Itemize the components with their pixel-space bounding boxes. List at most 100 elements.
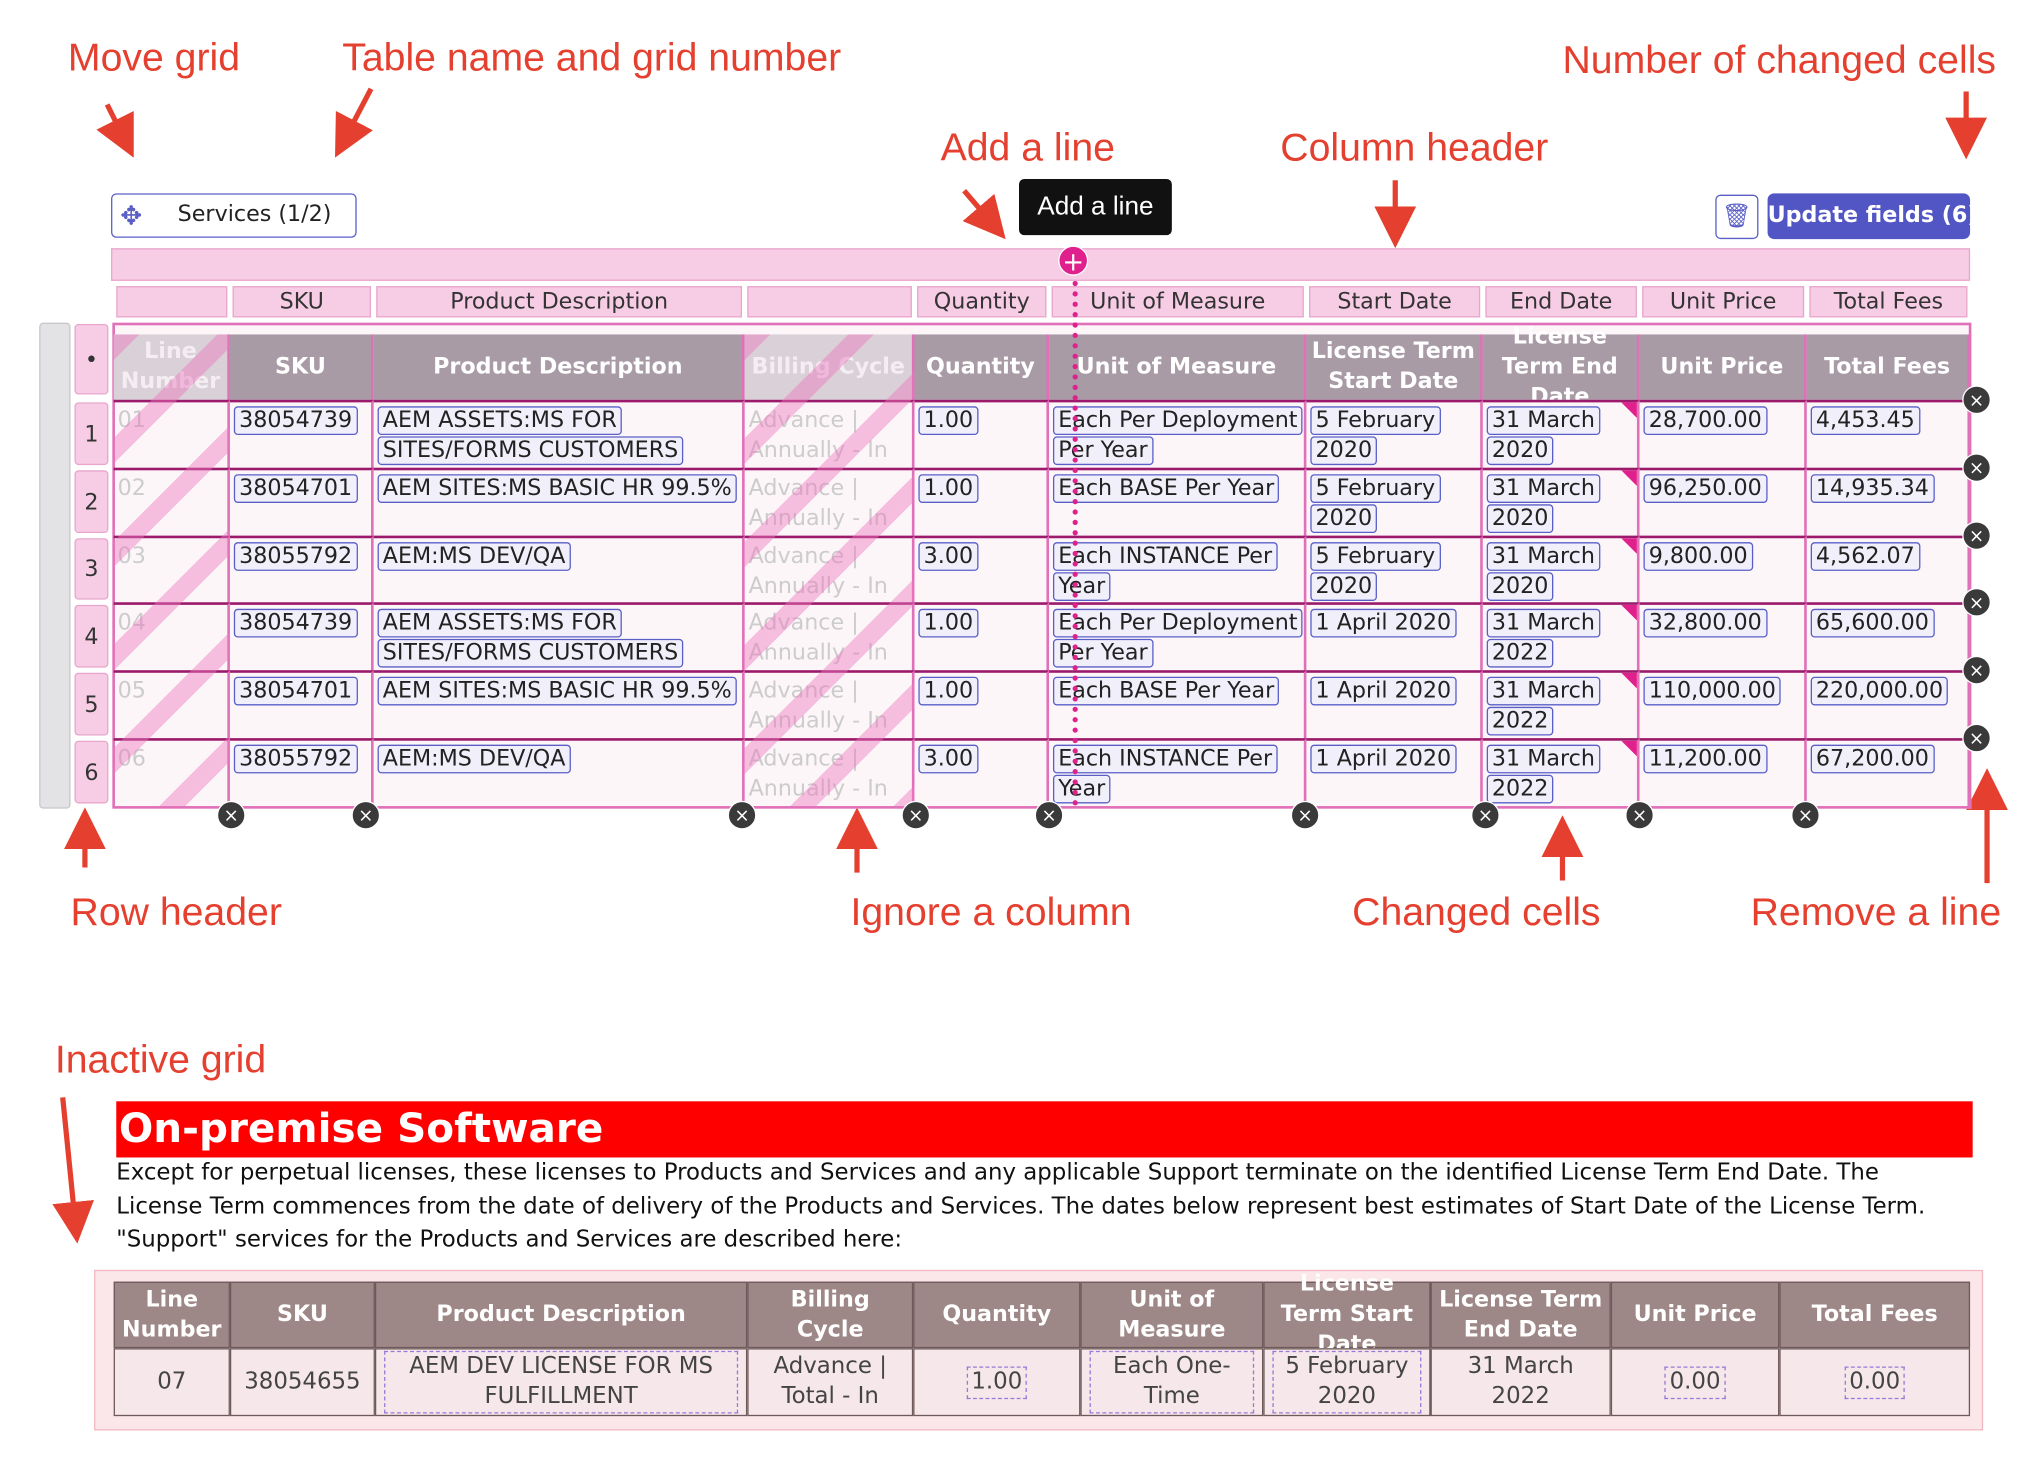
remove-column-button[interactable]: × <box>1471 800 1500 830</box>
table-cell: 9,800.00 <box>1639 535 1807 603</box>
column-header[interactable] <box>747 286 912 318</box>
table-cell: Each INSTANCE Per Year <box>1049 535 1307 603</box>
remove-line-button[interactable]: × <box>1962 723 1991 753</box>
column-header[interactable]: Total Fees <box>1809 286 1968 318</box>
table-cell: 1.00 <box>913 1348 1081 1417</box>
remove-column-button[interactable]: × <box>1034 800 1064 830</box>
remove-line-button[interactable]: × <box>1962 587 1991 617</box>
move-grid-button[interactable]: ✥ Services (1/2) <box>111 193 357 238</box>
annotation: Remove a line <box>1750 890 2002 935</box>
mapped-value: 96,250.00 <box>1643 474 1767 503</box>
table-cell: 07 <box>113 1348 230 1417</box>
column-header[interactable]: End Date <box>1485 286 1637 318</box>
table-cell: 38054701 <box>229 670 374 739</box>
table-cell: 5 February 2020 <box>1306 535 1483 603</box>
changed-cell-marker <box>1621 604 1637 621</box>
remove-column-button[interactable]: × <box>1791 800 1820 830</box>
remove-line-button[interactable]: × <box>1962 453 1991 483</box>
mapped-value: 220,000.00 <box>1810 676 1949 706</box>
mapped-value: 14,935.34 <box>1810 474 1935 503</box>
annotation: Row header <box>70 890 282 935</box>
table-header-cell: License Term End Date <box>1482 323 1640 410</box>
mapped-value: AEM SITES:MS BASIC HR 99.5% <box>377 676 737 706</box>
remove-line-button[interactable]: × <box>1962 521 1991 550</box>
table-cell: 38054739 <box>229 399 374 468</box>
mapped-value: AEM:MS DEV/QA <box>377 542 571 571</box>
table-header-cell: Product Description <box>374 1281 748 1349</box>
mapped-value: 3.00 <box>918 744 979 774</box>
mapped-value: 5 February 2020 <box>1310 474 1441 534</box>
table-cell: 31 March 2020 <box>1482 467 1640 536</box>
table-cell: Each One-Time <box>1080 1348 1264 1417</box>
add-line-bar[interactable] <box>111 248 1971 281</box>
row-header[interactable]: 4 <box>74 604 109 668</box>
table-cell: 96,250.00 <box>1639 467 1807 536</box>
table-cell: 31 March 2022 <box>1430 1348 1611 1417</box>
table-cell: 0.00 <box>1610 1348 1780 1417</box>
arrow <box>96 103 134 158</box>
mapped-value: 31 March 2022 <box>1486 676 1601 736</box>
table-cell: Advance | Annually - In <box>744 602 915 671</box>
mapped-value: 1 April 2020 <box>1310 744 1457 774</box>
table-cell: 5 February 2020 <box>1306 467 1483 536</box>
column-header[interactable]: Unit Price <box>1642 286 1805 318</box>
remove-column-button[interactable]: × <box>727 800 757 830</box>
grid-name: Services (1/2) <box>177 201 332 228</box>
row-header[interactable]: • <box>74 323 109 395</box>
table-cell: 110,000.00 <box>1639 670 1807 739</box>
table-header-cell: SKU <box>229 1281 375 1349</box>
table-cell: Advance | Annually - In <box>744 535 915 603</box>
table-cell: Each Per Deployment Per Year <box>1049 602 1307 671</box>
column-header[interactable]: Start Date <box>1309 286 1481 318</box>
remove-column-button[interactable]: × <box>216 800 246 830</box>
row-header[interactable]: 5 <box>74 672 109 736</box>
column-header[interactable]: Product Description <box>376 286 743 318</box>
remove-column-button[interactable]: × <box>1625 800 1654 830</box>
table-cell: 04 <box>113 602 230 671</box>
table-cell: 38054701 <box>229 467 374 536</box>
table-header-cell: Quantity <box>913 1281 1081 1349</box>
mapped-value: 38055792 <box>233 542 358 571</box>
table-cell: 4,453.45 <box>1806 399 1971 468</box>
column-header[interactable]: Unit of Measure <box>1051 286 1304 318</box>
table-cell: 0.00 <box>1779 1348 1971 1417</box>
table-cell: 1.00 <box>914 399 1050 468</box>
mapped-value: 5 February 2020 <box>1310 406 1441 466</box>
row-header[interactable]: 6 <box>74 740 109 804</box>
row-header[interactable]: 3 <box>74 538 109 600</box>
table-cell: 31 March 2020 <box>1482 535 1640 603</box>
column-header[interactable]: Quantity <box>917 286 1047 318</box>
table-cell: 32,800.00 <box>1639 602 1807 671</box>
table-header-cell: Quantity <box>914 334 1050 400</box>
remove-line-button[interactable]: × <box>1962 385 1991 415</box>
remove-column-button[interactable]: × <box>901 800 931 830</box>
table-header-cell: Total Fees <box>1806 334 1971 400</box>
remove-line-button[interactable]: × <box>1962 655 1991 685</box>
row-header[interactable]: 2 <box>74 470 109 534</box>
delete-grid-button[interactable]: 🗑 <box>1715 194 1759 240</box>
changed-cell-marker <box>1621 672 1637 689</box>
table-cell: 1.00 <box>914 467 1050 536</box>
arrow <box>335 87 374 158</box>
table-header-cell: SKU <box>229 334 374 400</box>
mapped-value: 38055792 <box>233 744 358 774</box>
changed-cell-marker <box>1621 470 1637 486</box>
mapped-value: 110,000.00 <box>1643 676 1782 706</box>
table-header-cell: Total Fees <box>1779 1281 1971 1349</box>
mapped-value: 1.00 <box>918 474 979 503</box>
table-cell: 01 <box>113 399 230 468</box>
row-header[interactable]: 1 <box>74 402 109 466</box>
mapped-value: 5 February 2020 <box>1272 1350 1422 1414</box>
mapped-value: 38054701 <box>233 474 358 503</box>
update-fields-button[interactable]: Update fields (6) <box>1767 193 1978 240</box>
row-handle[interactable] <box>39 322 71 809</box>
table-cell: AEM SITES:MS BASIC HR 99.5% <box>373 467 745 536</box>
column-header[interactable]: SKU <box>232 286 372 318</box>
column-header[interactable] <box>116 286 228 318</box>
add-line-button[interactable]: + <box>1058 245 1089 276</box>
remove-column-button[interactable]: × <box>351 800 381 830</box>
remove-column-button[interactable]: × <box>1290 800 1320 830</box>
table-cell: 65,600.00 <box>1806 602 1971 671</box>
table-cell: Advance | Total - In <box>747 1348 914 1417</box>
